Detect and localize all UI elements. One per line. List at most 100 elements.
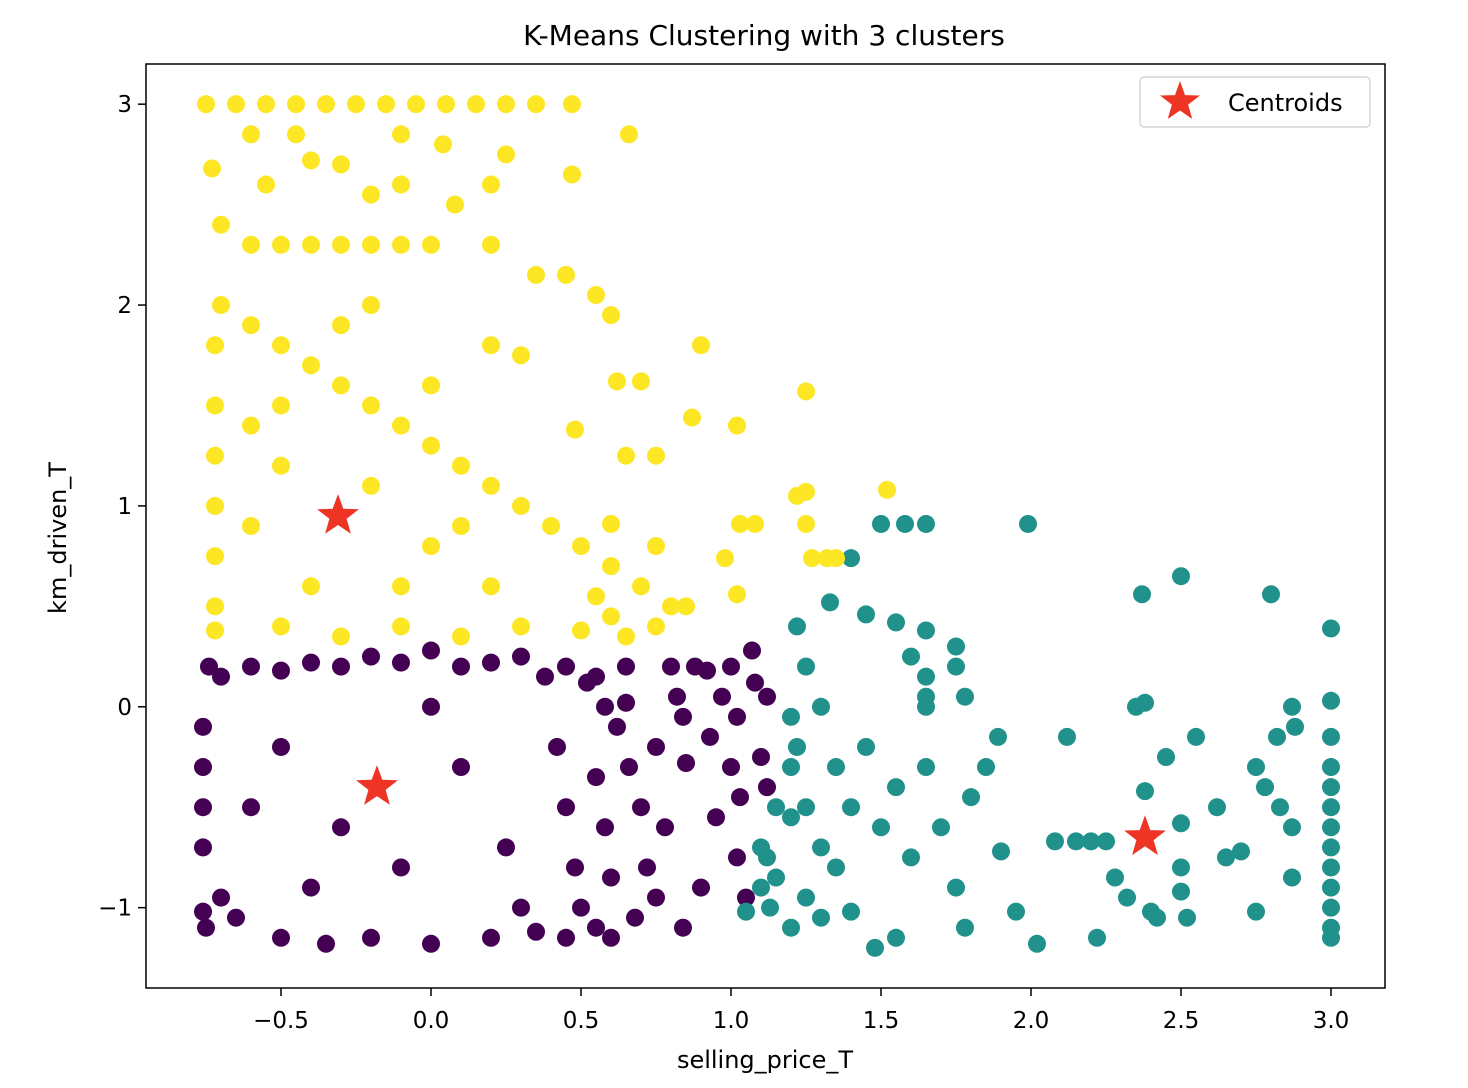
scatter-point-cluster-1 bbox=[947, 878, 965, 897]
scatter-point-cluster-2 bbox=[242, 517, 260, 535]
scatter-point-cluster-2 bbox=[728, 585, 746, 604]
scatter-point-cluster-2 bbox=[482, 577, 500, 596]
scatter-point-cluster-2 bbox=[392, 416, 410, 435]
scatter-point-cluster-0 bbox=[302, 653, 320, 672]
scatter-point-cluster-2 bbox=[878, 480, 896, 499]
scatter-point-cluster-1 bbox=[989, 727, 1007, 746]
scatter-point-cluster-2 bbox=[437, 95, 455, 114]
scatter-point-cluster-0 bbox=[194, 838, 212, 857]
scatter-point-cluster-1 bbox=[902, 647, 920, 666]
scatter-point-cluster-0 bbox=[602, 868, 620, 887]
scatter-point-cluster-1 bbox=[767, 798, 785, 817]
scatter-point-cluster-2 bbox=[332, 155, 350, 174]
scatter-point-cluster-2 bbox=[206, 396, 224, 415]
scatter-point-cluster-1 bbox=[1322, 758, 1340, 777]
scatter-point-cluster-1 bbox=[752, 878, 770, 897]
scatter-point-cluster-1 bbox=[821, 593, 839, 612]
scatter-point-cluster-1 bbox=[956, 918, 974, 937]
scatter-point-cluster-1 bbox=[896, 514, 914, 533]
scatter-point-cluster-1 bbox=[1217, 848, 1235, 867]
scatter-point-cluster-1 bbox=[902, 848, 920, 867]
scatter-point-cluster-0 bbox=[596, 818, 614, 837]
scatter-point-cluster-1 bbox=[1268, 727, 1286, 746]
scatter-point-cluster-2 bbox=[587, 286, 605, 304]
scatter-point-cluster-0 bbox=[722, 657, 740, 676]
plot-frame bbox=[145, 63, 1386, 989]
scatter-point-cluster-1 bbox=[1136, 782, 1154, 801]
scatter-point-cluster-1 bbox=[782, 918, 800, 937]
scatter-point-cluster-2 bbox=[434, 135, 452, 154]
x-axis-ticks: −0.5 0.0 0.5 1.0 1.5 2.0 2.5 3.0 bbox=[253, 988, 1349, 1034]
scatter-point-cluster-1 bbox=[1322, 619, 1340, 638]
scatter-point-cluster-2 bbox=[602, 557, 620, 576]
scatter-point-cluster-2 bbox=[332, 627, 350, 646]
x-tick-label: 2.0 bbox=[1013, 1008, 1050, 1034]
scatter-point-cluster-0 bbox=[302, 878, 320, 897]
scatter-point-cluster-0 bbox=[527, 922, 545, 941]
scatter-point-cluster-0 bbox=[752, 748, 770, 766]
scatter-point-cluster-0 bbox=[212, 888, 230, 907]
scatter-point-cluster-0 bbox=[272, 737, 290, 756]
scatter-point-cluster-2 bbox=[362, 296, 380, 315]
scatter-point-cluster-0 bbox=[497, 838, 515, 857]
scatter-point-cluster-2 bbox=[527, 265, 545, 284]
scatter-point-cluster-2 bbox=[206, 336, 224, 355]
scatter-point-cluster-2 bbox=[446, 195, 464, 214]
scatter-point-cluster-2 bbox=[392, 125, 410, 144]
scatter-point-cluster-2 bbox=[272, 336, 290, 355]
y-tick-label: −1 bbox=[98, 896, 132, 922]
scatter-point-cluster-2 bbox=[746, 514, 764, 533]
scatter-point-cluster-0 bbox=[242, 657, 260, 676]
scatter-point-cluster-1 bbox=[947, 657, 965, 676]
scatter-point-cluster-1 bbox=[917, 697, 935, 716]
scatter-point-cluster-2 bbox=[647, 617, 665, 636]
scatter-point-cluster-0 bbox=[272, 928, 290, 947]
scatter-point-cluster-2 bbox=[392, 175, 410, 194]
scatter-point-cluster-1 bbox=[1082, 832, 1100, 851]
scatter-point-cluster-2 bbox=[272, 456, 290, 475]
scatter-point-cluster-1 bbox=[761, 898, 779, 917]
scatter-point-cluster-2 bbox=[797, 482, 815, 501]
scatter-point-cluster-1 bbox=[1058, 727, 1076, 746]
scatter-point-cluster-2 bbox=[683, 408, 701, 427]
scatter-point-cluster-2 bbox=[203, 159, 221, 178]
scatter-point-cluster-2 bbox=[257, 175, 275, 194]
scatter-point-cluster-1 bbox=[1283, 868, 1301, 887]
scatter-point-cluster-1 bbox=[827, 858, 845, 877]
scatter-point-cluster-2 bbox=[332, 316, 350, 335]
scatter-point-cluster-0 bbox=[272, 661, 290, 680]
x-tick-label: 3.0 bbox=[1313, 1008, 1350, 1034]
scatter-point-cluster-2 bbox=[206, 496, 224, 515]
scatter-point-cluster-1 bbox=[1247, 902, 1265, 921]
scatter-point-cluster-1 bbox=[1283, 697, 1301, 716]
scatter-point-cluster-2 bbox=[452, 627, 470, 646]
scatter-point-cluster-0 bbox=[587, 768, 605, 787]
scatter-point-cluster-2 bbox=[407, 95, 425, 114]
scatter-point-cluster-1 bbox=[872, 818, 890, 837]
scatter-point-cluster-0 bbox=[317, 934, 335, 953]
scatter-point-cluster-1 bbox=[797, 798, 815, 817]
scatter-point-cluster-1 bbox=[782, 808, 800, 827]
scatter-point-cluster-2 bbox=[227, 95, 245, 114]
centroid-markers bbox=[317, 494, 1166, 856]
scatter-point-cluster-1 bbox=[1172, 858, 1190, 877]
scatter-point-cluster-1 bbox=[887, 613, 905, 632]
scatter-point-cluster-2 bbox=[422, 436, 440, 455]
scatter-point-cluster-2 bbox=[452, 517, 470, 535]
scatter-point-cluster-1 bbox=[1133, 585, 1151, 604]
scatter-point-cluster-0 bbox=[668, 687, 686, 706]
scatter-point-cluster-1 bbox=[1172, 567, 1190, 586]
scatter-point-cluster-2 bbox=[731, 514, 749, 533]
centroid-star-1 bbox=[356, 765, 398, 805]
scatter-point-cluster-0 bbox=[722, 758, 740, 777]
scatter-point-cluster-0 bbox=[632, 798, 650, 817]
scatter-point-cluster-2 bbox=[647, 446, 665, 465]
scatter-point-cluster-2 bbox=[803, 549, 821, 568]
scatter-point-cluster-1 bbox=[1322, 858, 1340, 877]
scatter-point-cluster-0 bbox=[578, 673, 596, 692]
x-tick-label: 0.0 bbox=[413, 1008, 450, 1034]
scatter-point-cluster-1 bbox=[872, 514, 890, 533]
scatter-point-cluster-0 bbox=[422, 641, 440, 660]
scatter-point-cluster-1 bbox=[1262, 585, 1280, 604]
